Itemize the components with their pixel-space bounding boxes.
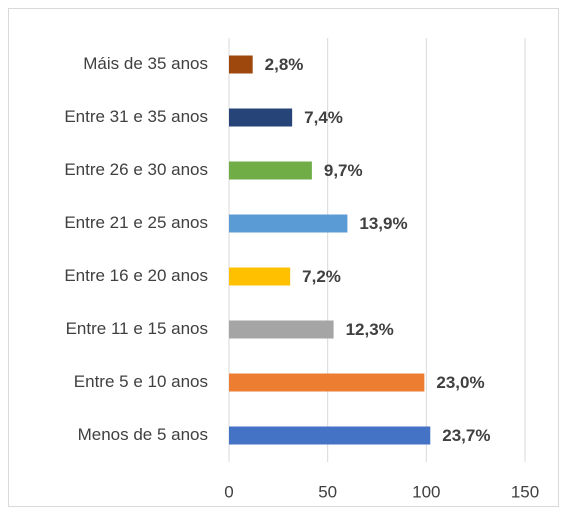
value-label: 7,4%: [304, 108, 343, 127]
y-tick-label: Entre 11 e 15 anos: [66, 319, 208, 338]
bar: [229, 426, 431, 445]
y-tick-label: Máis de 35 anos: [83, 54, 208, 73]
x-tick-label: 150: [511, 482, 539, 501]
bar: [229, 267, 291, 286]
x-tick-label: 50: [318, 482, 337, 501]
chart-border: [8, 8, 559, 507]
y-tick-label: Entre 16 e 20 anos: [64, 266, 208, 285]
bar: [229, 373, 425, 392]
value-label: 2,8%: [265, 55, 304, 74]
x-tick-label: 0: [224, 482, 233, 501]
bar: [229, 161, 312, 180]
bar: [229, 108, 293, 127]
value-label: 23,0%: [436, 373, 484, 392]
value-label: 23,7%: [442, 426, 490, 445]
y-tick-label: Entre 26 e 30 anos: [64, 160, 208, 179]
y-tick-label: Entre 31 e 35 anos: [64, 107, 208, 126]
x-tick-label: 100: [412, 482, 440, 501]
value-label: 7,2%: [302, 267, 341, 286]
bar: [229, 55, 253, 74]
bar: [229, 320, 334, 339]
y-tick-label: Entre 21 e 25 anos: [64, 213, 208, 232]
bar: [229, 214, 348, 233]
y-tick-label: Menos de 5 anos: [78, 425, 208, 444]
y-tick-label: Entre 5 e 10 anos: [74, 372, 208, 391]
value-label: 13,9%: [359, 214, 407, 233]
value-label: 12,3%: [346, 320, 394, 339]
value-label: 9,7%: [324, 161, 363, 180]
